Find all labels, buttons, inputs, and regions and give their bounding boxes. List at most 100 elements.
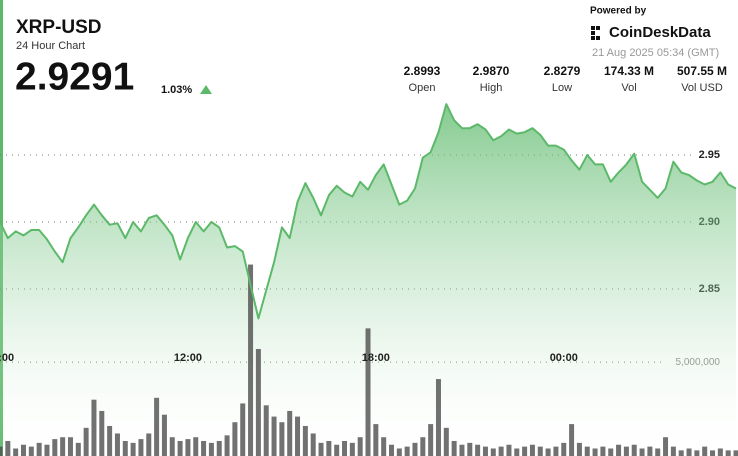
volume-bar [443, 427, 449, 456]
volume-bar [161, 414, 167, 456]
volume-bar [177, 440, 183, 456]
x-tick-label: 00:00 [550, 352, 578, 364]
volume-bar [255, 349, 261, 456]
volume-bar [287, 410, 293, 456]
volume-bar [435, 379, 441, 456]
volume-bar [420, 437, 426, 456]
volume-bar [248, 264, 254, 456]
volume-bar [663, 437, 669, 456]
volume-bar [733, 450, 738, 456]
stat-label: Low [552, 82, 572, 94]
price: 2.9291 [15, 55, 134, 98]
volume-bar [44, 444, 50, 456]
volume-bar [522, 446, 528, 456]
volume-bar [623, 446, 629, 456]
volume-bar [373, 424, 379, 456]
volume-bar [154, 397, 160, 456]
timestamp: 21 Aug 2025 05:34 (GMT) [592, 47, 719, 59]
change: 1.03% [161, 84, 192, 96]
volume-bar [389, 444, 394, 456]
stat-value: 174.33 M [604, 64, 654, 78]
volume-bar [216, 440, 222, 456]
volume-bar [600, 446, 606, 456]
volume-bar [13, 448, 19, 456]
volume-bar [702, 446, 708, 456]
volume-bar [75, 442, 81, 456]
volume-bar [279, 422, 285, 456]
volume-bar [717, 448, 723, 456]
volume-bar [0, 446, 3, 456]
volume-bar [334, 444, 340, 456]
chart-subtitle: 24 Hour Chart [16, 40, 85, 52]
stat-value: 2.8993 [404, 64, 441, 78]
volume-bar [686, 448, 692, 456]
volume-bar [584, 446, 590, 456]
volume-bar [28, 446, 34, 456]
up-arrow [200, 85, 212, 94]
volume-bar [404, 446, 410, 456]
volume-bar [52, 439, 58, 456]
volume-bar [725, 450, 731, 456]
stat-value: 2.9870 [473, 64, 510, 78]
volume-bar [60, 437, 66, 456]
stat-label: High [480, 82, 503, 94]
volume-bar [655, 448, 661, 456]
stat-label: Open [409, 82, 436, 94]
price-area [0, 104, 736, 456]
volume-bar [185, 439, 191, 456]
volume-bar [553, 446, 559, 456]
volume-bar [138, 439, 144, 456]
volume-bar [232, 422, 238, 456]
stats: 2.8993 Open 2.9870 High 2.8279 Low 174.33 M Vol… [404, 64, 727, 94]
volume-bar [670, 446, 676, 456]
brand: CoinDeskData [609, 24, 711, 41]
volume-bar [678, 450, 684, 456]
volume-bar [694, 450, 700, 456]
volume-bar [67, 437, 73, 456]
volume-bar [146, 433, 152, 456]
brand-logo [591, 26, 600, 40]
volume-bar [114, 433, 120, 456]
volume-bar [99, 410, 105, 456]
volume-bar [506, 444, 512, 456]
volume-bar [271, 416, 277, 456]
volume-bar [169, 437, 175, 456]
volume-bar [545, 448, 551, 456]
volume-bar [576, 442, 582, 456]
volume-bar [365, 328, 371, 456]
volume-bar [318, 442, 324, 456]
stat-value: 2.8279 [544, 64, 581, 78]
stat-value: 507.55 M [677, 64, 727, 78]
volume-bar [130, 442, 136, 456]
volume-bar [592, 448, 598, 456]
volume-bar [326, 440, 332, 456]
volume-bar [91, 399, 97, 456]
volume-bar [302, 425, 308, 456]
x-tick-label: 12:00 [174, 352, 202, 364]
volume-bar [467, 442, 473, 456]
volume-bar [240, 403, 246, 456]
volume-bar [342, 440, 348, 456]
volume-bar [357, 437, 363, 456]
volume-bar [263, 405, 269, 456]
volume-bar [710, 450, 716, 456]
x-tick-label: 06:00 [0, 352, 14, 364]
volume-bar [647, 446, 653, 456]
volume-bar [475, 444, 481, 456]
volume-bar [208, 442, 214, 456]
volume-bar [412, 442, 418, 456]
plot: 2.852.902.955,000,00006:0012:0018:0000:0… [0, 103, 738, 456]
volume-bar [459, 444, 465, 456]
volume-bar [451, 440, 457, 456]
chart-title: XRP-USD [16, 17, 102, 38]
volume-bar [608, 448, 614, 456]
volume-bar [498, 446, 504, 456]
volume-bar [36, 442, 42, 456]
volume-bar [193, 437, 199, 456]
x-tick-label: 18:00 [362, 352, 390, 364]
volume-bar [310, 433, 316, 456]
volume-bar [514, 448, 520, 456]
volume-bar [201, 440, 207, 456]
